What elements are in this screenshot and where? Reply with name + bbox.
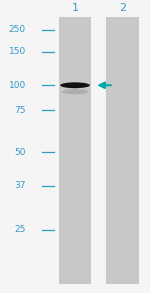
Text: 1: 1 (72, 3, 78, 13)
Text: 2: 2 (119, 3, 126, 13)
Text: 250: 250 (9, 25, 26, 34)
Ellipse shape (62, 89, 88, 94)
Ellipse shape (60, 82, 90, 88)
Text: 37: 37 (14, 181, 26, 190)
Text: 150: 150 (9, 47, 26, 56)
Text: 100: 100 (9, 81, 26, 90)
Text: 50: 50 (14, 148, 26, 157)
Text: 25: 25 (15, 225, 26, 234)
Text: 75: 75 (14, 105, 26, 115)
Bar (59, 17, 91, 284)
Bar (106, 17, 139, 284)
